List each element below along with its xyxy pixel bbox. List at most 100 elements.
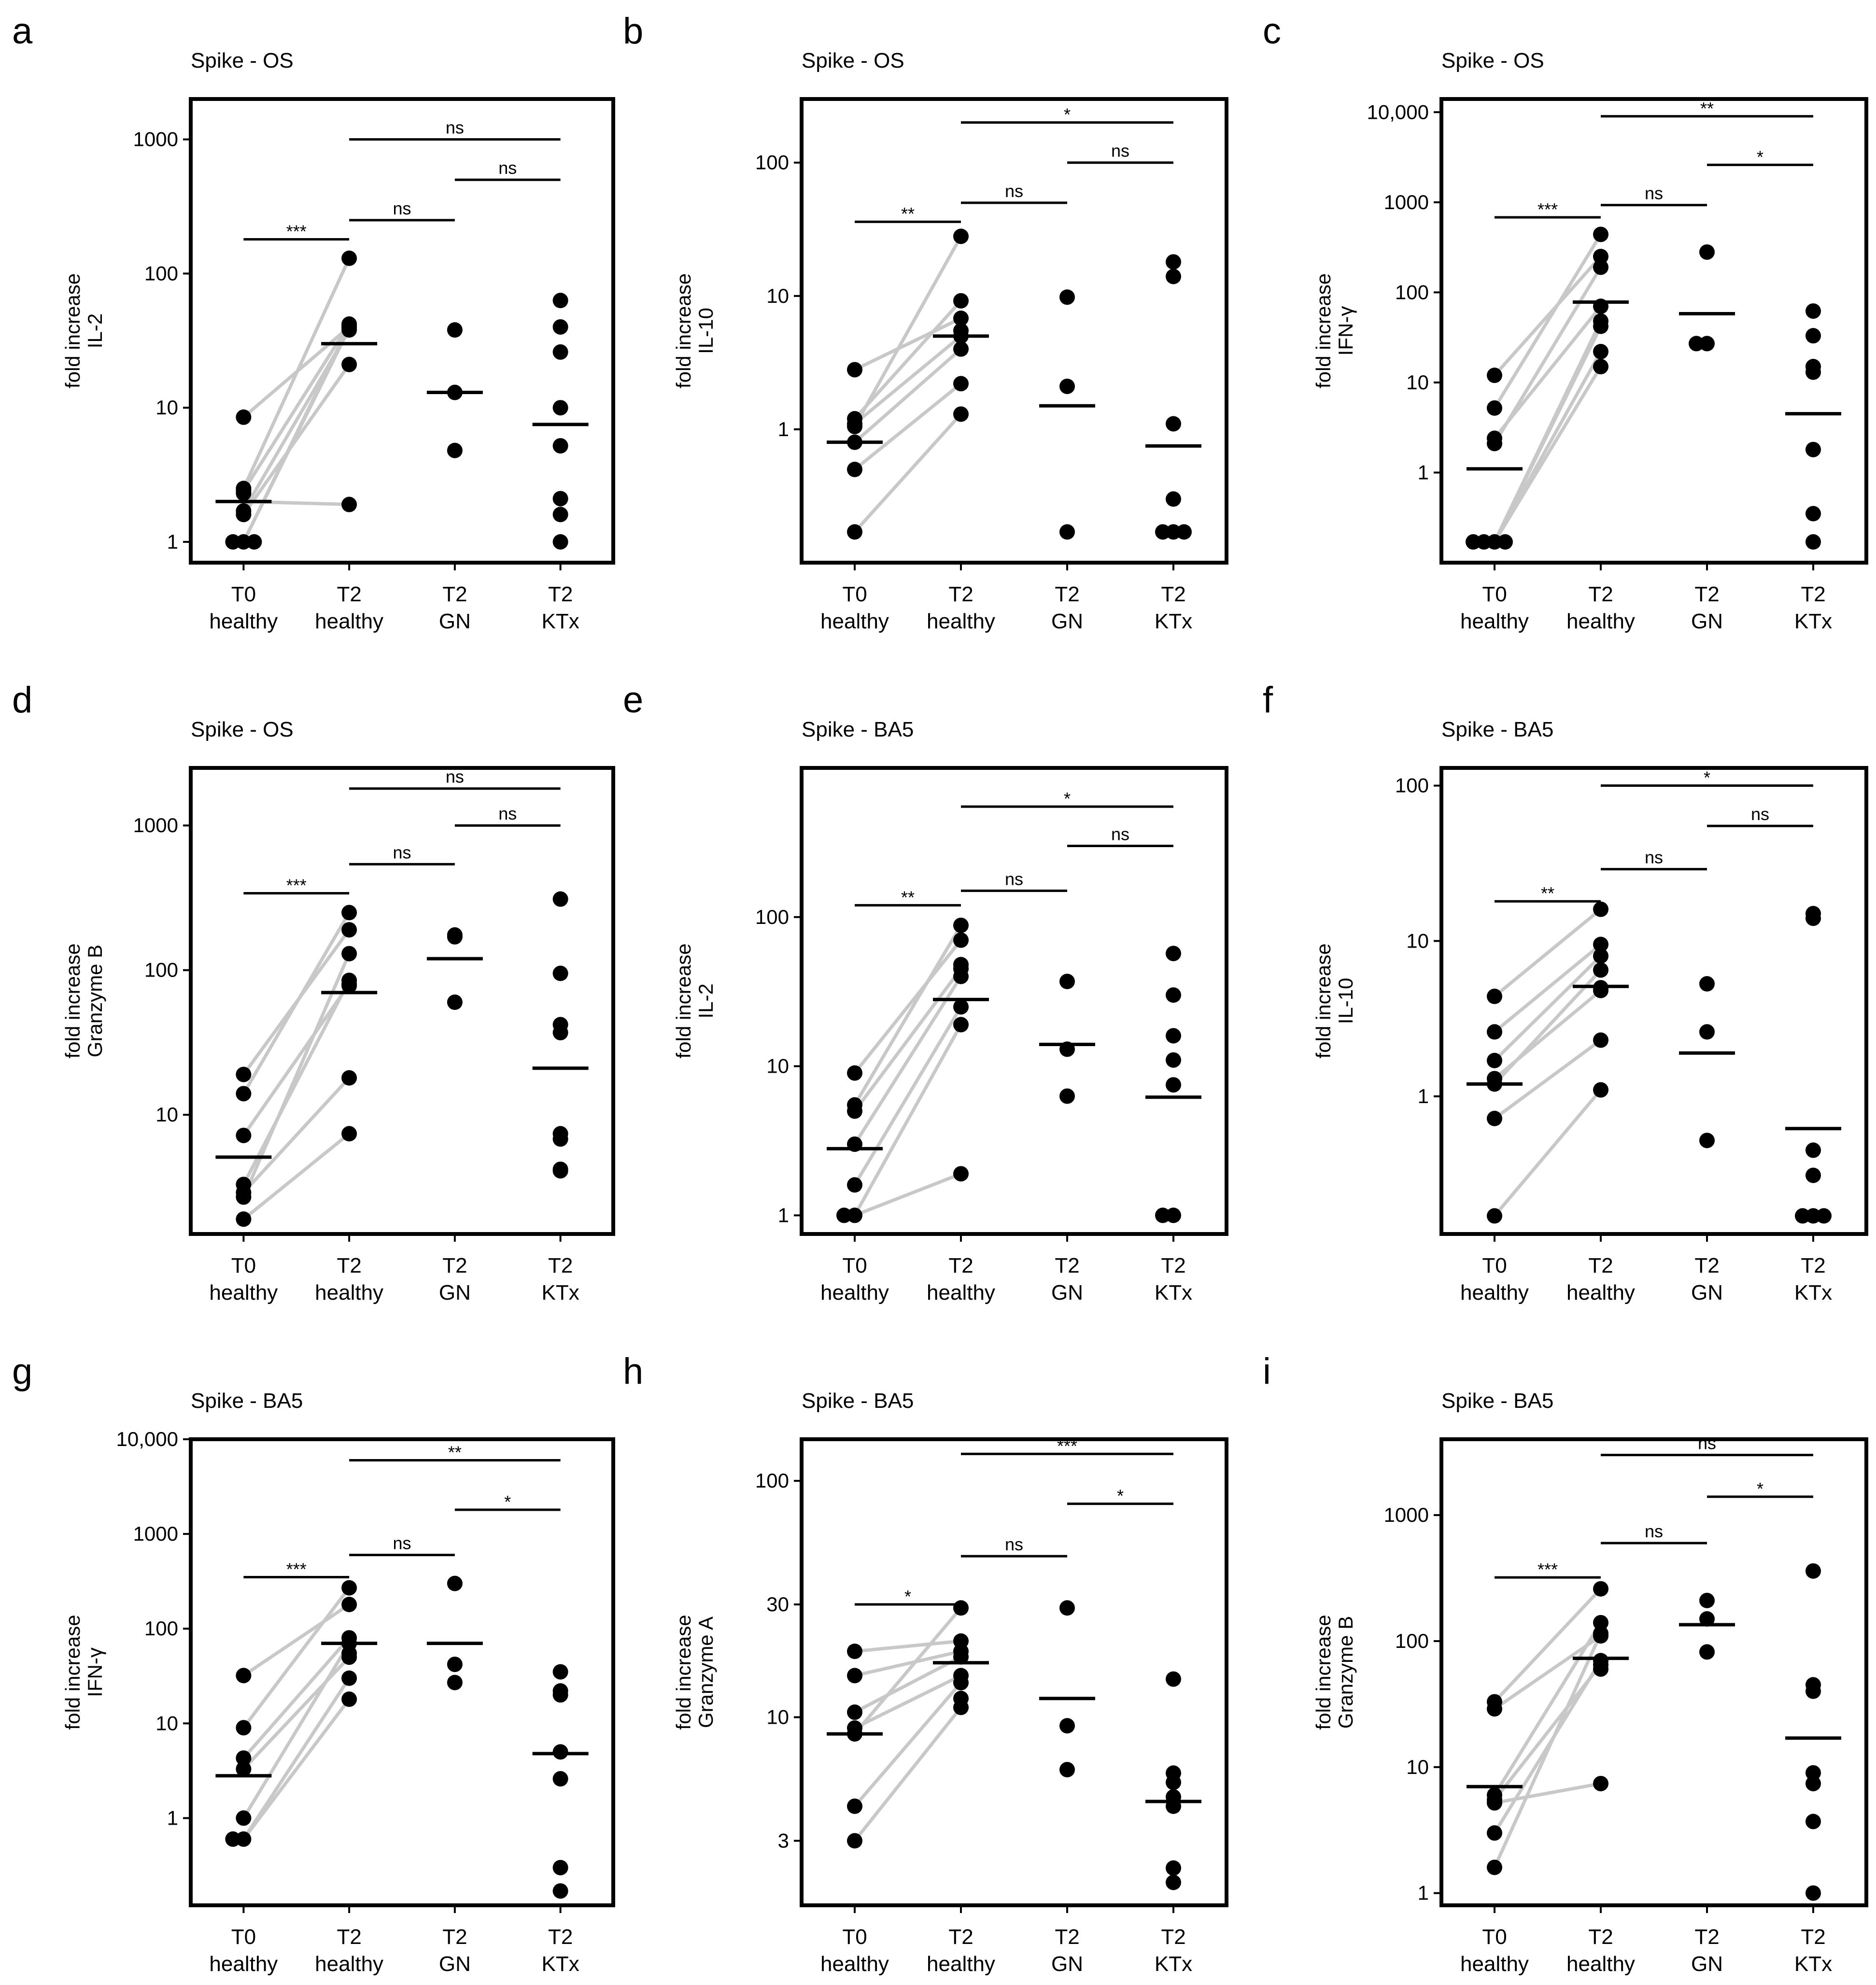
- paired-line: [1493, 232, 1603, 410]
- data-point: [1805, 1683, 1821, 1699]
- data-point: [1166, 946, 1181, 962]
- significance-label: ***: [286, 1560, 307, 1579]
- paired-line: [1493, 1782, 1603, 1805]
- paired-line: [241, 256, 351, 490]
- data-point: [341, 1649, 357, 1665]
- y-tick-label: 100: [1395, 1630, 1429, 1652]
- data-point: [953, 1017, 969, 1033]
- data-point: [1487, 1825, 1502, 1841]
- significance-label: ns: [1005, 1534, 1023, 1554]
- data-point: [1699, 1024, 1715, 1040]
- y-axis-label-line2: Granzyme B: [1334, 1616, 1357, 1729]
- data-point: [953, 228, 969, 244]
- panel-title: Spike - BA5: [191, 1389, 303, 1413]
- significance-label: **: [1541, 883, 1554, 903]
- data-point: [341, 322, 357, 338]
- data-point: [953, 1649, 969, 1665]
- plot-frame: [189, 1437, 615, 1907]
- paired-line: [241, 363, 351, 516]
- y-tick-label: 1: [778, 1204, 789, 1226]
- paired-line: [853, 967, 963, 1113]
- data-point: [953, 406, 969, 422]
- data-point: [1487, 368, 1502, 383]
- plot-frame: [800, 766, 1228, 1236]
- panel-title: Spike - BA5: [1441, 718, 1553, 741]
- plot-frame: [1439, 97, 1868, 565]
- data-point: [1593, 1661, 1608, 1677]
- data-point: [953, 999, 969, 1015]
- x-tick-label-line1: T2: [1694, 1925, 1719, 1949]
- significance-label: ***: [286, 221, 307, 241]
- paired-line: [241, 1697, 351, 1841]
- paired-line: [1493, 968, 1603, 1086]
- paired-line: [241, 1602, 351, 1677]
- significance-label: ns: [498, 158, 517, 178]
- data-point: [953, 1600, 969, 1616]
- x-tick-label-line2: KTx: [542, 1952, 579, 1976]
- paired-line: [241, 982, 351, 1137]
- significance-label: ns: [1005, 181, 1023, 201]
- y-axis-label: fold increaseGranzyme B: [1312, 1615, 1357, 1730]
- data-point: [236, 1750, 252, 1766]
- x-tick-label-line1: T2: [442, 582, 467, 606]
- x-tick-label-line1: T2: [1055, 1254, 1079, 1277]
- x-tick-label-line1: T0: [231, 582, 256, 606]
- data-point: [1166, 1774, 1181, 1790]
- panel-title: Spike - BA5: [802, 1389, 914, 1413]
- data-point: [1805, 1814, 1821, 1829]
- x-tick-label-line1: T2: [442, 1254, 467, 1277]
- panel-title: Spike - OS: [802, 49, 904, 72]
- data-point: [1059, 289, 1075, 305]
- data-point: [1699, 336, 1715, 352]
- x-tick-label-line2: KTx: [1155, 610, 1192, 633]
- data-point: [341, 1126, 357, 1142]
- y-tick-label: 10: [766, 1706, 789, 1729]
- panel-letter: a: [12, 11, 33, 52]
- x-tick-label-line1: T0: [231, 1925, 256, 1949]
- data-point: [447, 322, 463, 338]
- significance-label: ns: [1645, 848, 1663, 867]
- y-tick-label: 1000: [133, 1522, 178, 1545]
- paired-line: [1493, 265, 1603, 445]
- data-point: [953, 917, 969, 933]
- data-point: [552, 319, 568, 335]
- x-tick-label-line2: KTx: [542, 610, 579, 633]
- x-tick-label-line1: T0: [1482, 1254, 1507, 1277]
- data-point: [1593, 227, 1608, 242]
- significance-label: ns: [1645, 184, 1663, 203]
- x-tick-label-line2: healthy: [1460, 610, 1529, 633]
- data-point: [1593, 344, 1608, 360]
- data-point: [1166, 1207, 1181, 1223]
- data-point: [552, 1131, 568, 1147]
- data-point: [447, 442, 463, 458]
- panel-title: Spike - OS: [1441, 49, 1544, 72]
- paired-line: [853, 938, 963, 1075]
- paired-line: [853, 1639, 963, 1653]
- significance-label: ns: [1111, 824, 1129, 844]
- data-point: [1805, 1208, 1821, 1224]
- significance-label: ns: [393, 842, 411, 862]
- y-tick-label: 100: [755, 906, 789, 928]
- paired-line: [241, 1655, 351, 1771]
- y-tick-label: 100: [144, 959, 178, 981]
- data-point: [847, 1177, 862, 1193]
- x-tick-label-line1: T0: [842, 1925, 867, 1949]
- significance-label: *: [1117, 1486, 1124, 1506]
- data-point: [552, 891, 568, 907]
- paired-line: [853, 316, 963, 371]
- panel-e: e Spike - BA5 fold increaseIL-2 1 10 100 T0 hea…: [623, 680, 1228, 1304]
- data-point: [552, 491, 568, 507]
- x-tick-label-line2: healthy: [209, 1281, 278, 1304]
- data-point: [1699, 976, 1715, 992]
- paired-line: [241, 978, 351, 1186]
- paired-line: [1493, 1634, 1603, 1711]
- paired-line: [853, 334, 963, 425]
- panel-g: g Spike - BA5 fold increaseIFN-γ 1 10 100 1000…: [12, 1351, 615, 1976]
- x-tick-label-line2: KTx: [1794, 1281, 1832, 1304]
- significance-label: ns: [1751, 804, 1769, 824]
- data-point: [1166, 1077, 1181, 1093]
- data-point: [953, 1700, 969, 1716]
- y-tick-label: 10: [766, 284, 789, 307]
- y-axis-label-line1: fold increase: [61, 1615, 84, 1730]
- data-point: [1466, 534, 1481, 550]
